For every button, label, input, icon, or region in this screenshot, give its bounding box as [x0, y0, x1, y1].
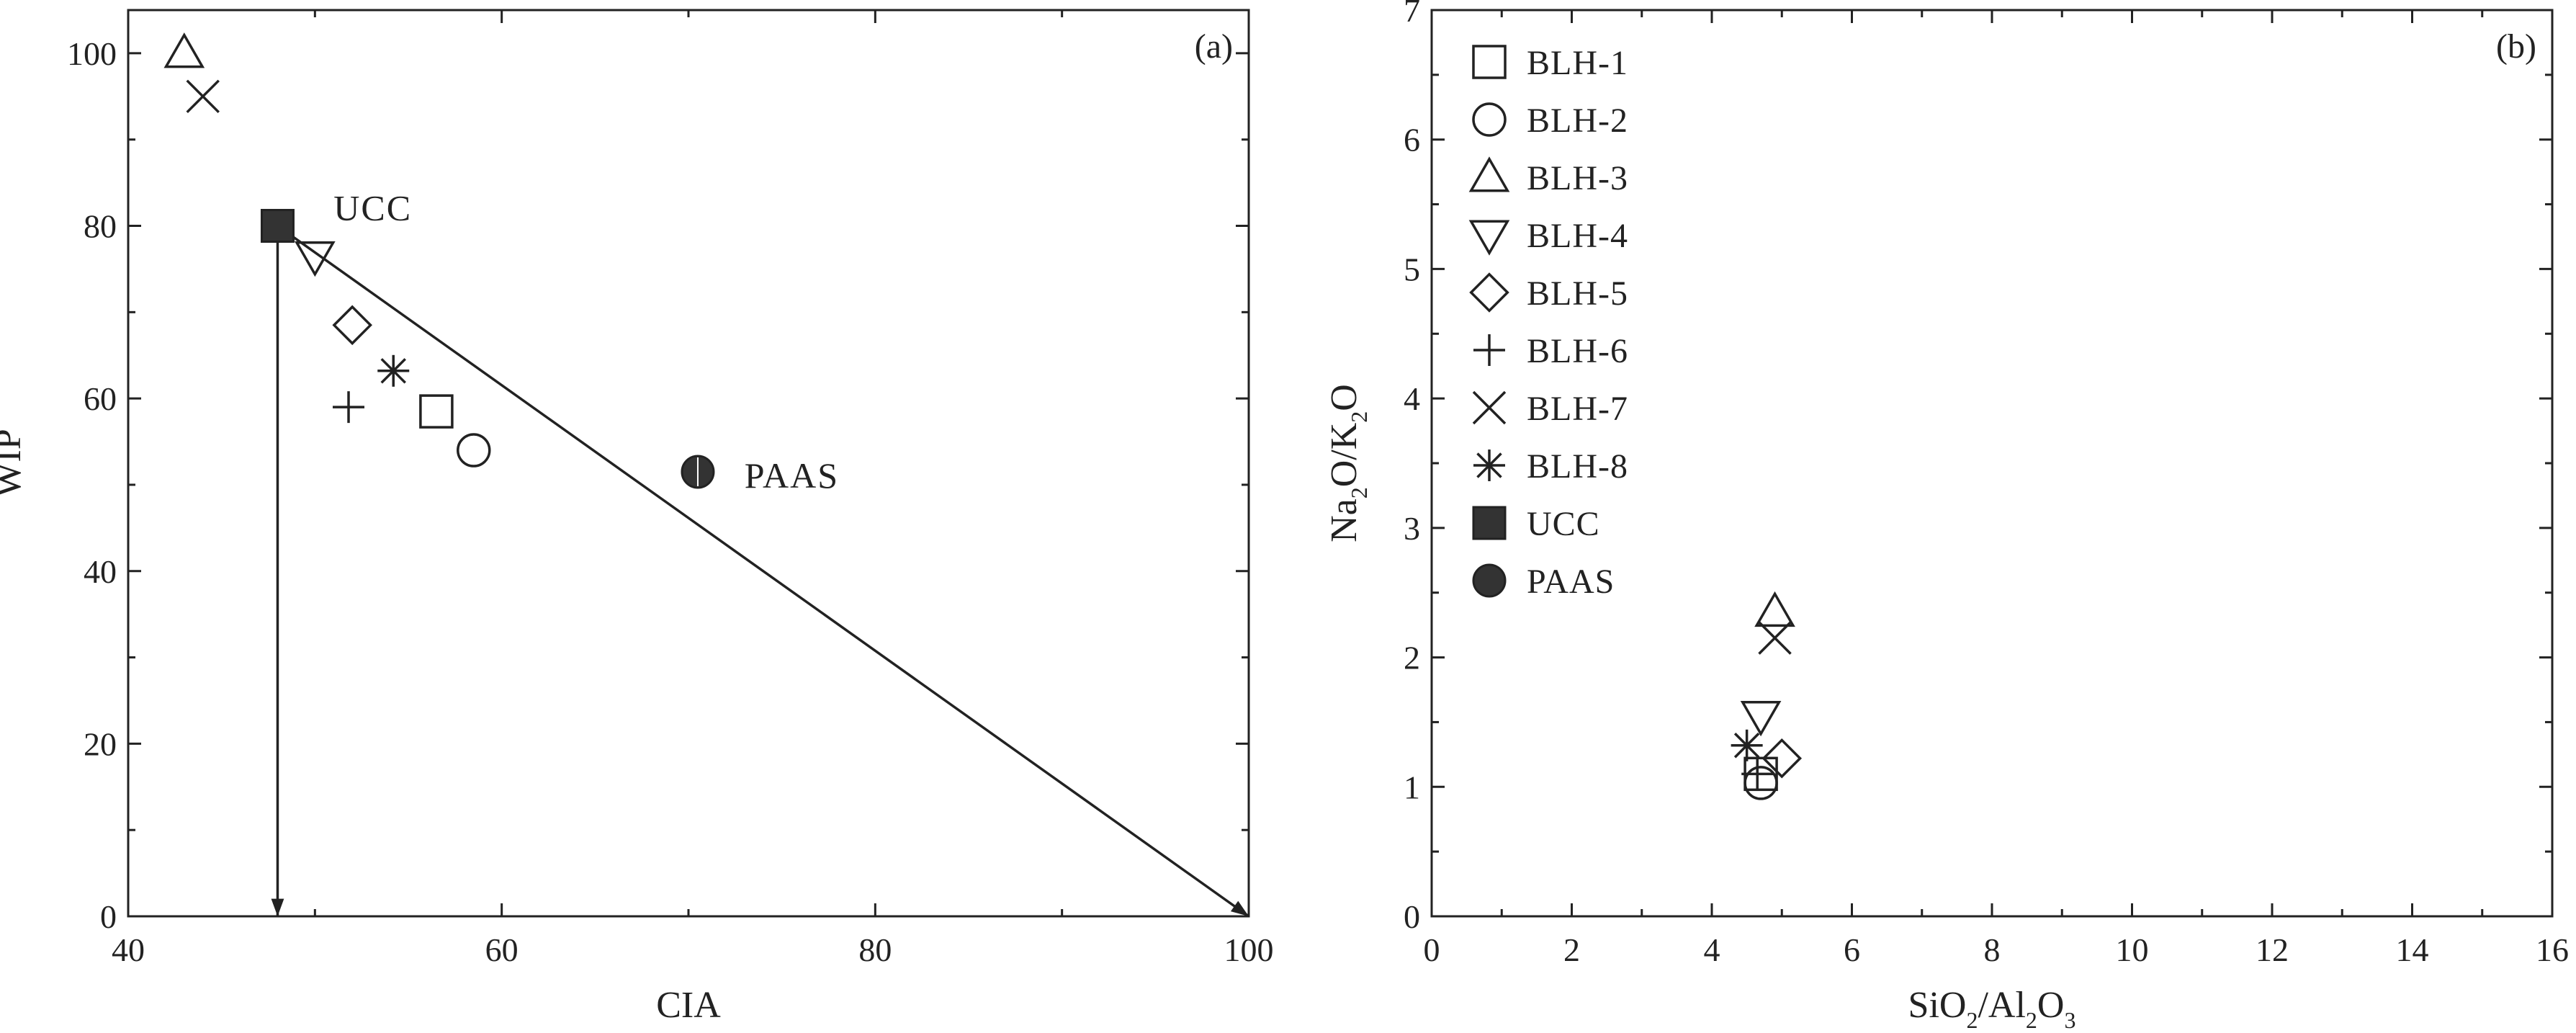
- y-tick-label: 5: [1404, 251, 1420, 287]
- data-point-blh-8: [377, 354, 410, 387]
- x-tick-label: 4: [1704, 931, 1720, 968]
- legend-marker-blh-5: [1469, 272, 1509, 313]
- data-point-blh-7: [186, 79, 220, 114]
- data-point-blh-6: [1741, 758, 1774, 790]
- y-axis-label: Na2O/K2O: [1324, 384, 1372, 542]
- legend-label-blh-3: BLH-3: [1527, 159, 1628, 197]
- legend-marker-blh-8: [1473, 450, 1505, 481]
- data-point-blh-5: [332, 305, 372, 346]
- data-point-blh-1: [419, 394, 454, 429]
- legend-label-blh-2: BLH-2: [1527, 102, 1628, 140]
- legend-marker-blh-3: [1468, 156, 1510, 192]
- data-point-blh-6: [333, 391, 365, 424]
- legend-label-ucc: UCC: [1527, 505, 1600, 543]
- data-point-ucc: [260, 209, 295, 243]
- y-tick-label: 2: [1404, 640, 1420, 676]
- legend-label-blh-1: BLH-1: [1527, 44, 1628, 82]
- y-tick-label: 7: [1404, 0, 1420, 29]
- legend-label-blh-4: BLH-4: [1527, 217, 1628, 255]
- x-tick-label: 100: [1224, 931, 1274, 968]
- legend-label-blh-7: BLH-7: [1527, 390, 1628, 428]
- x-tick-label: 8: [1984, 931, 2001, 968]
- x-tick-label: 14: [2396, 931, 2429, 968]
- panel-a-cia-wip-plot: 40 60 80 100 0 20 40 60 80 100 CIA WIP (a) UCC PAAS: [0, 9, 1274, 1026]
- data-point-blh-3: [1754, 591, 1795, 627]
- data-point-blh-4: [1740, 700, 1782, 737]
- data-point-blh-8: [1731, 729, 1763, 761]
- panel-label: (b): [2496, 27, 2536, 66]
- y-tick-label: 0: [1404, 898, 1420, 935]
- x-tick-label: 16: [2536, 931, 2569, 968]
- y-tick-label: 40: [84, 553, 117, 590]
- trend-line-2: [277, 225, 1250, 918]
- legend-label-blh-6: BLH-6: [1527, 332, 1628, 370]
- y-axis-label: WIP: [0, 429, 29, 497]
- data-point-blh-4: [295, 241, 336, 277]
- x-tick-label: 0: [1424, 931, 1440, 968]
- panel-label: (a): [1195, 27, 1233, 66]
- data-point-blh-7: [1758, 621, 1792, 655]
- y-tick-label: 20: [84, 725, 117, 762]
- data-point-blh-2: [1743, 766, 1778, 800]
- legend-marker-paas: [1472, 563, 1507, 598]
- data-point-paas: [681, 455, 715, 489]
- y-tick-label: 80: [84, 208, 117, 245]
- annotation-paas: PAAS: [745, 455, 839, 496]
- y-tick-label: 3: [1404, 510, 1420, 547]
- y-tick-label: 0: [100, 898, 117, 935]
- annotation-ucc: UCC: [333, 188, 412, 228]
- legend-marker-blh-6: [1473, 334, 1505, 366]
- y-tick-label: 1: [1404, 769, 1420, 805]
- x-tick-label: 12: [2256, 931, 2289, 968]
- data-point-blh-5: [1762, 738, 1803, 779]
- x-axis-label: CIA: [656, 985, 721, 1026]
- legend: BLH-1 BLH-2 BLH-3 BLH-4 BLH-5 BLH-6 BLH-7 BLH-8…: [1468, 44, 1628, 601]
- legend-marker-blh-1: [1472, 45, 1507, 79]
- y-tick-label: 100: [67, 35, 117, 72]
- legend-marker-blh-2: [1472, 102, 1507, 137]
- y-tick-label: 60: [84, 380, 117, 417]
- y-tick-label: 6: [1404, 122, 1420, 158]
- legend-label-blh-5: BLH-5: [1527, 274, 1628, 313]
- x-tick-label: 2: [1563, 931, 1580, 968]
- x-tick-label: 40: [112, 931, 145, 968]
- legend-marker-blh-7: [1472, 390, 1507, 425]
- data-point-blh-3: [163, 32, 205, 68]
- x-tick-label: 10: [2116, 931, 2149, 968]
- legend-label-paas: PAAS: [1527, 563, 1615, 601]
- legend-marker-blh-4: [1468, 220, 1510, 256]
- x-tick-label: 6: [1844, 931, 1860, 968]
- x-tick-label: 60: [485, 931, 519, 968]
- trend-arrow-head-2: [1230, 900, 1249, 916]
- data-point-blh-2: [457, 433, 491, 468]
- x-tick-label: 80: [858, 931, 892, 968]
- legend-marker-ucc: [1472, 506, 1507, 540]
- x-axis-label: SiO2/Al2O3: [1908, 985, 2076, 1033]
- legend-label-blh-8: BLH-8: [1527, 447, 1628, 486]
- y-tick-label: 4: [1404, 380, 1420, 417]
- trend-arrow-head-1: [271, 898, 284, 916]
- panel-b-sio2-al2o3-plot: 0 2 4 6 8 10 12 14 1601234567SiO2/Al2O3Na2O/K2O(…: [1324, 0, 2569, 1033]
